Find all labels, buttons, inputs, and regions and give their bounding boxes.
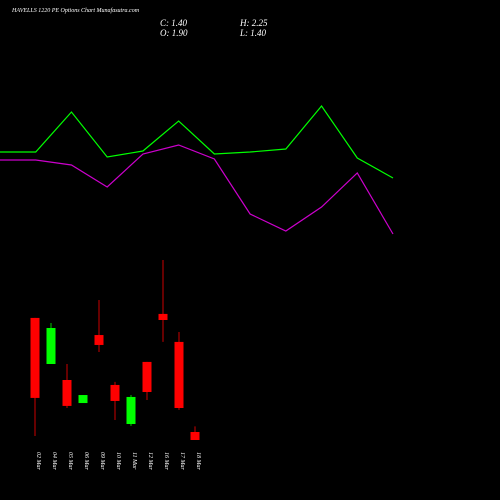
x-tick-label: 06 Mar [83,452,89,470]
x-tick-label: 09 Mar [99,452,105,470]
x-tick-label: 10 Mar [115,452,121,470]
x-tick-label: 05 Mar [67,452,73,470]
x-tick-label: 17 Mar [179,452,185,470]
candle-body [78,395,88,404]
line-series [0,105,394,179]
x-tick-label: 11 Mar [131,452,137,470]
candle-body [94,335,104,345]
candle-body [110,384,120,401]
x-tick-label: 04 Mar [51,452,58,470]
x-tick-label: 12 Mar [147,452,153,470]
line-series [0,144,394,235]
candle-body [142,361,152,392]
chart-title: HAVELLS 1220 PE Options Chart Munafasutr… [11,7,140,14]
candle-body [158,313,168,320]
x-tick-label: 18 Mar [195,452,201,470]
ohlc-high: H: 2.25 [239,18,268,28]
candle-body [46,328,56,364]
x-tick-label: 02 Mar [35,452,41,470]
candle-body [174,341,184,408]
x-tick-label: 16 Mar [163,452,169,470]
ohlc-close: C: 1.40 [160,18,188,28]
candle-body [126,396,136,424]
ohlc-open: O: 1.90 [160,28,188,38]
candle-body [30,317,40,398]
candle-body [62,380,72,406]
ohlc-low: L: 1.40 [239,28,267,38]
candle-body [190,432,200,440]
